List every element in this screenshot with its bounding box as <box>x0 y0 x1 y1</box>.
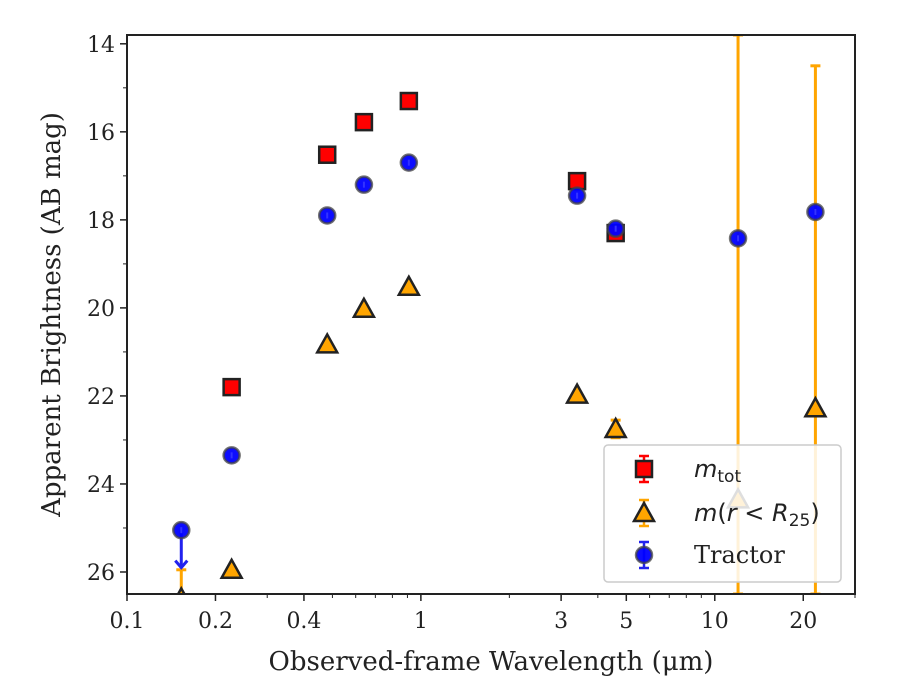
x-tick-label: 0.2 <box>198 609 233 634</box>
x-tick-label: 20 <box>789 609 817 634</box>
x-tick-label: 0.4 <box>286 609 321 634</box>
legend-label: mtot <box>694 455 741 487</box>
x-tick-label: 10 <box>701 609 729 634</box>
x-axis-title: Observed-frame Wavelength (μm) <box>269 647 714 677</box>
legend-label-part: ) <box>810 499 819 527</box>
x-tick-label: 0.1 <box>110 609 145 634</box>
legend-marker <box>631 500 657 523</box>
legend-marker <box>634 545 654 565</box>
data-point <box>219 557 244 580</box>
axes-layer: 14 16 18 20 22 24 26 0.1 0.2 0.4 1 3 5 10 20 <box>87 33 856 634</box>
data-point <box>603 416 628 439</box>
data-point <box>351 296 377 319</box>
plot-frame <box>126 34 856 595</box>
y-tick-label: 16 <box>87 121 115 146</box>
legend-label-part: m <box>694 499 717 527</box>
legend-label: Tractor <box>694 541 785 569</box>
y-tick-label: 18 <box>87 209 115 234</box>
y-tick-label: 24 <box>87 473 115 498</box>
data-point <box>399 91 419 111</box>
data-point <box>803 395 828 418</box>
data-point <box>396 274 421 297</box>
x-tick-label: 1 <box>414 609 428 634</box>
data-point <box>354 112 374 132</box>
x-tick-label: 5 <box>619 609 633 634</box>
x-tick-label: 3 <box>554 609 568 634</box>
y-tick-label: 26 <box>87 561 115 586</box>
y-axis-title: Apparent Brightness (AB mag) <box>37 112 67 518</box>
y-tick-label: 22 <box>87 385 115 410</box>
data-point <box>317 145 337 164</box>
data-layer <box>172 35 828 594</box>
legend-label-base: m <box>694 455 717 483</box>
legend-label-sub: tot <box>717 467 741 487</box>
upper-limit-arrow <box>174 559 189 570</box>
data-point <box>564 382 590 404</box>
y-tick-label: 20 <box>87 297 115 322</box>
legend-label-part: ( <box>717 499 726 527</box>
data-point <box>176 585 186 594</box>
legend-label-part: R <box>772 499 789 527</box>
data-point <box>222 377 241 397</box>
y-tick-label: 14 <box>87 33 115 58</box>
legend-label-sub: 25 <box>789 511 811 531</box>
legend-label-part: < <box>737 499 772 527</box>
legend-marker <box>634 459 654 479</box>
legend-label: m(r < R25) <box>694 499 820 531</box>
data-point <box>315 331 340 354</box>
legend-box <box>603 444 842 583</box>
legend-label-part: r <box>727 499 739 527</box>
